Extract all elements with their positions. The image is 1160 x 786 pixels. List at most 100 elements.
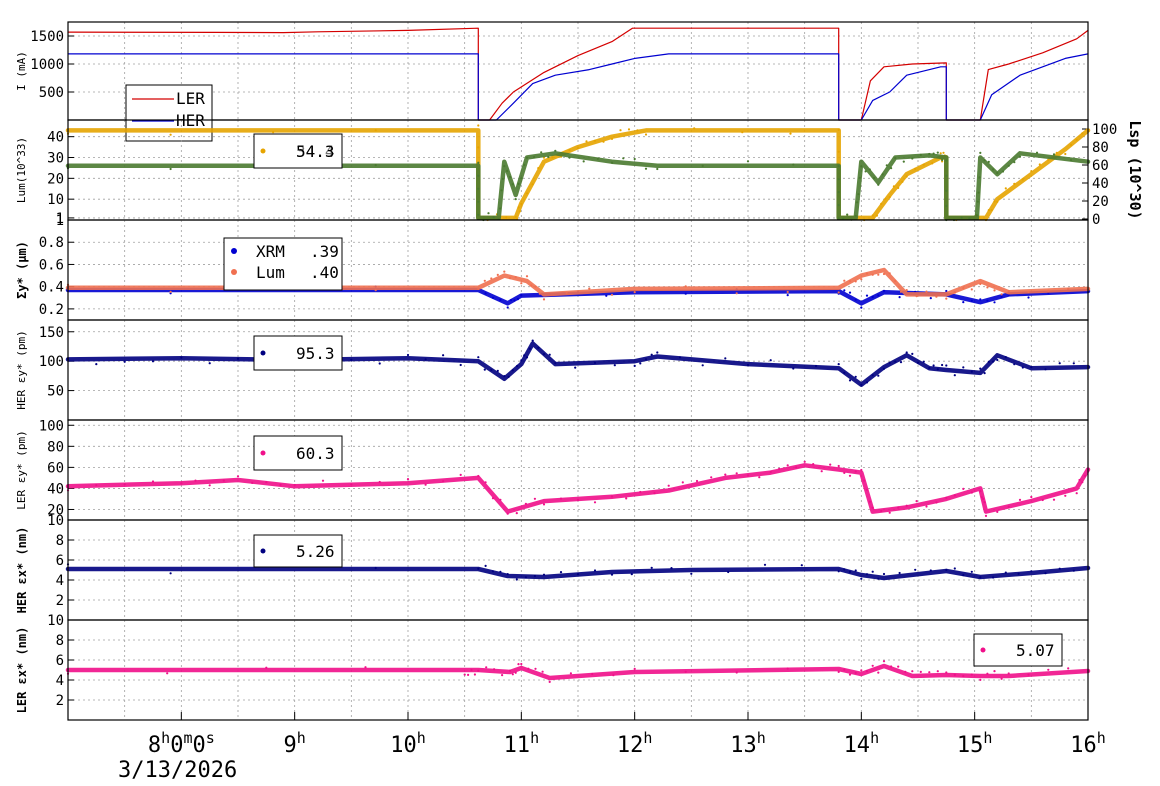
data-point (758, 476, 761, 479)
y-tick-label: 1 (56, 211, 64, 227)
data-point (1000, 677, 1003, 680)
data-point (378, 362, 381, 365)
data-point (653, 492, 656, 495)
readout-marker (980, 647, 986, 653)
y-axis-label: Σy* (μm) (15, 241, 29, 299)
data-point (169, 133, 172, 136)
data-point (983, 501, 986, 504)
data-point (854, 470, 857, 473)
data-point (885, 164, 888, 167)
data-point (945, 189, 948, 192)
data-point (548, 353, 551, 356)
data-point (506, 573, 509, 576)
data-point (516, 364, 519, 368)
y-tick-label: 10 (47, 613, 64, 629)
data-point (1021, 366, 1024, 369)
data-point (151, 360, 155, 363)
data-point (350, 358, 353, 361)
data-point (517, 182, 520, 185)
data-point (962, 301, 965, 304)
data-point (1004, 187, 1007, 190)
data-point (992, 168, 995, 171)
data-point (987, 209, 990, 212)
data-point (786, 667, 789, 670)
y-tick-label: 1 (56, 213, 64, 229)
data-point (424, 483, 427, 486)
data-point (593, 139, 597, 142)
data-point (877, 183, 880, 186)
data-point (508, 277, 512, 280)
data-point (265, 666, 268, 669)
data-point (1058, 567, 1061, 570)
data-point (1064, 494, 1067, 497)
data-point (875, 214, 879, 217)
data-point (477, 669, 480, 672)
data-point (922, 163, 925, 166)
data-point (935, 295, 938, 298)
y-tick-label: 2 (56, 593, 64, 609)
data-point (374, 129, 377, 132)
data-point (992, 576, 995, 579)
data-point (735, 292, 738, 295)
data-point (746, 160, 750, 163)
y-tick-label: 50 (47, 384, 64, 400)
data-point (936, 670, 939, 673)
data-point (194, 479, 197, 482)
data-point (837, 464, 840, 468)
data-point (547, 155, 550, 159)
data-point (574, 366, 577, 369)
data-point (477, 146, 480, 149)
data-point (576, 147, 580, 150)
data-point (520, 282, 523, 285)
data-point (503, 270, 506, 273)
data-point (491, 497, 495, 500)
legend-marker (231, 269, 237, 275)
data-point (644, 358, 648, 361)
y-tick-label: 30 (47, 151, 64, 167)
y-tick-label: 100 (39, 354, 64, 370)
data-point (477, 567, 480, 570)
data-point (890, 167, 893, 170)
data-point (865, 488, 869, 491)
data-point (622, 157, 625, 160)
y2-tick-label: 0 (1092, 212, 1100, 228)
data-point (593, 501, 597, 504)
data-point (499, 570, 502, 573)
data-point (953, 673, 956, 677)
data-point (945, 364, 948, 367)
data-point (208, 362, 211, 365)
data-point (911, 352, 914, 355)
data-point (936, 368, 939, 371)
data-point (860, 577, 863, 580)
data-point (523, 354, 526, 357)
data-point (945, 289, 948, 293)
data-point (585, 140, 588, 143)
data-point (593, 361, 597, 364)
data-point (982, 497, 985, 501)
data-point (633, 364, 636, 367)
data-point (610, 293, 614, 296)
data-point (496, 273, 499, 276)
data-point (470, 668, 473, 672)
data-point (1017, 572, 1020, 575)
data-point (837, 570, 840, 573)
data-point (1027, 290, 1030, 294)
data-point (922, 360, 925, 363)
data-point (514, 671, 517, 674)
data-point (936, 151, 939, 154)
data-point (977, 191, 980, 194)
data-point (843, 568, 846, 571)
data-point (693, 127, 696, 130)
data-point (1000, 293, 1003, 296)
readout-value: 60.3 (296, 444, 335, 463)
readout-marker (260, 548, 266, 554)
y2-tick-label: 40 (1092, 176, 1109, 192)
readout-value: 95.3 (296, 344, 335, 363)
data-point (630, 573, 633, 576)
data-point (877, 671, 880, 674)
y-axis-label: LER εx* (nm) (15, 627, 29, 714)
data-point (786, 294, 789, 297)
panel-sigma: 0.2 0.4 0.6 0.8 1 Σy* (μm) XRM .39 Lum .40 (15, 213, 1091, 321)
x-tick-label: 16h (1070, 729, 1106, 758)
y-tick-label: 1000 (30, 57, 64, 73)
